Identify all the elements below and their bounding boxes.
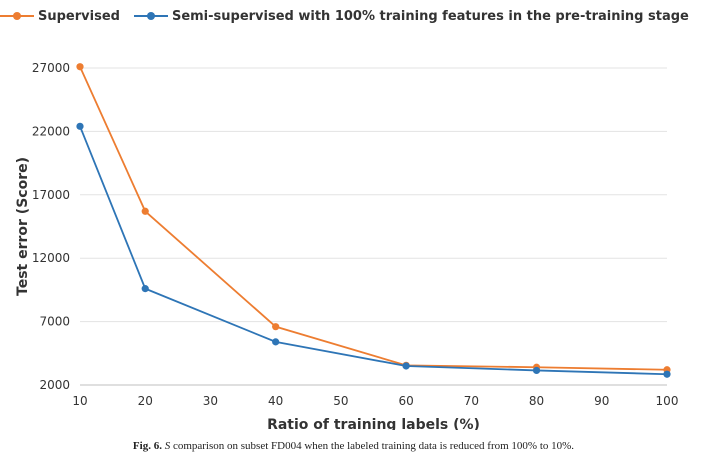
y-tick-label: 17000 [32,188,70,202]
series-1-point [141,207,149,215]
x-tick-label: 70 [464,394,479,408]
x-tick-label: 30 [203,394,218,408]
y-tick-label: 2000 [39,378,70,392]
x-tick-label: 100 [656,394,679,408]
x-axis-title: Ratio of training labels (%) [267,417,480,430]
series-2-point [663,370,671,378]
legend-item-supervised: Supervised [0,9,120,24]
y-tick-label: 27000 [32,61,70,75]
series-2-point [141,285,149,293]
legend-swatch-semi-supervised [133,11,168,21]
series-2-point [272,338,280,346]
caption-symbol: S [164,440,171,452]
legend-label-semi-supervised: Semi-supervised with 100% training featu… [171,8,689,24]
line-chart: 2000 7000 12000 17000 22000 27000 10 20 30 40 50 60… [15,61,679,430]
caption-label: Fig. 6. [132,440,162,452]
series-1-point [76,63,84,71]
x-tick-label: 80 [529,394,544,408]
series-line-1 [79,66,668,371]
legend-item-semi-supervised: Semi-supervised with 100% training featu… [133,8,689,24]
caption-text: comparison on subset FD004 when the labe… [172,440,575,452]
y-tick-label: 12000 [32,251,70,265]
legend: Supervised Semi-supervised with 100% tra… [0,6,703,26]
x-tick-label: 10 [72,394,87,408]
series-2-point [402,362,410,370]
series-2-point [76,122,84,130]
legend-label-supervised: Supervised [38,8,120,24]
x-tick-label: 20 [138,394,153,408]
series-2-point [532,366,541,375]
y-axis-title: Test error (Score) [15,157,31,296]
series-line-2 [79,125,668,376]
x-tick-label: 40 [268,394,283,408]
series-1-point [272,323,280,331]
legend-swatch-supervised [0,11,34,21]
y-tick-label: 22000 [32,124,70,138]
figure-caption: Fig. 6. S comparison on subset FD004 whe… [0,440,707,452]
x-tick-label: 50 [333,394,348,408]
x-tick-label: 60 [398,394,413,408]
y-tick-label: 7000 [39,315,70,329]
x-tick-label: 90 [594,394,609,408]
